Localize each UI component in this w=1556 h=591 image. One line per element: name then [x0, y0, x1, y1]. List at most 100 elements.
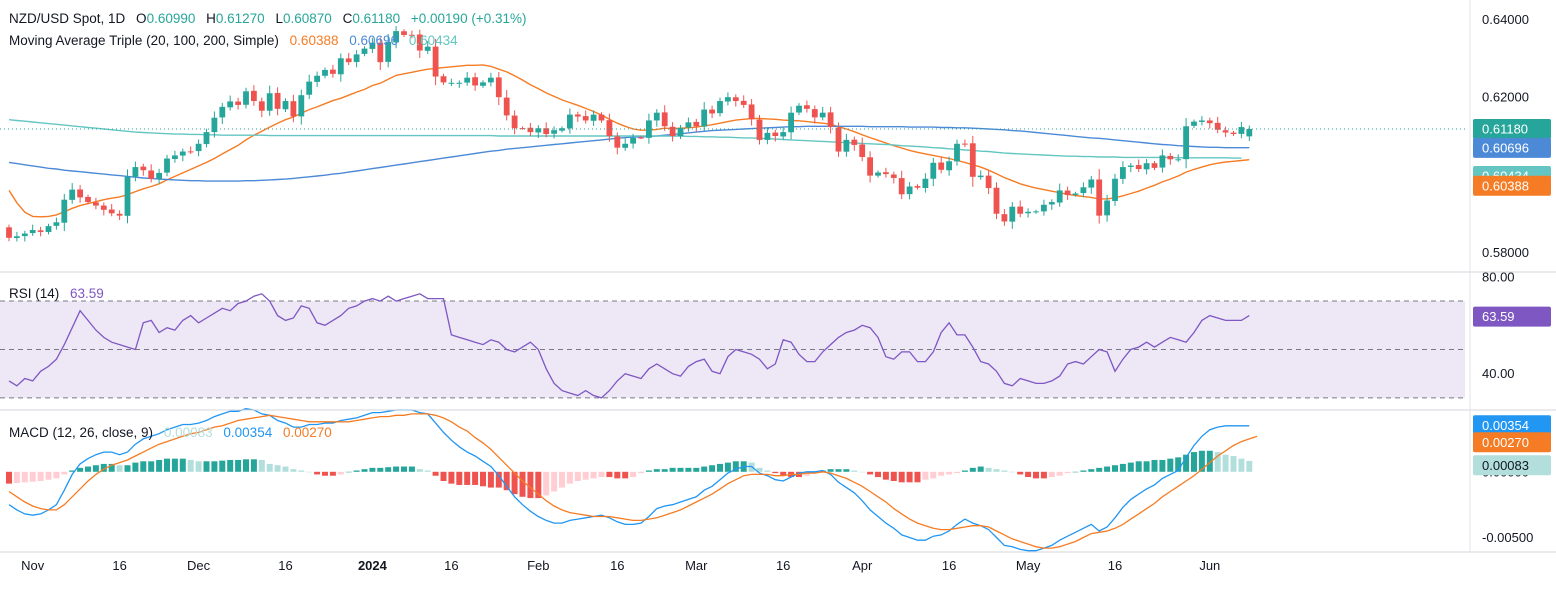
- time-scale[interactable]: Nov 16 Dec 16 2024 16 Feb 16 Mar 16 Apr 16 May 16 Jun: [21, 558, 1220, 573]
- candle: [811, 105, 818, 124]
- candle-body: [156, 172, 162, 179]
- candle: [851, 136, 858, 151]
- candle: [567, 108, 573, 134]
- last-price-badge-text: 0.61180: [1482, 122, 1528, 137]
- macd-hist-bar: [495, 471, 502, 488]
- candle-body: [503, 97, 510, 116]
- candle-body: [756, 119, 763, 140]
- macd-hist-bar: [661, 469, 668, 472]
- time-label: 2024: [358, 558, 388, 573]
- macd-hist-bar: [464, 471, 471, 485]
- candle: [669, 122, 676, 142]
- macd-badge-text: 0.00354: [1482, 418, 1529, 433]
- macd-hist-bar: [290, 469, 297, 472]
- macd-hist-bar: [353, 470, 360, 472]
- candle: [764, 127, 771, 145]
- candle: [1127, 162, 1134, 173]
- candle: [21, 230, 28, 242]
- candle-body: [748, 104, 755, 120]
- candle-body: [1064, 190, 1071, 196]
- candle: [543, 122, 550, 138]
- macd-hist-bar: [274, 465, 281, 472]
- candle-body: [543, 128, 550, 135]
- macd-hist-bar: [1214, 452, 1221, 472]
- candlesticks: [0, 26, 1465, 242]
- candle: [1214, 116, 1221, 134]
- candle: [914, 184, 921, 190]
- candle-body: [148, 170, 155, 179]
- candle: [574, 111, 581, 122]
- candle: [108, 203, 115, 217]
- rsi-legend[interactable]: RSI (14) 63.59: [9, 286, 104, 301]
- candle-body: [677, 127, 684, 137]
- candle-body: [488, 77, 494, 83]
- ma20-badge: 0.60388: [1473, 175, 1551, 196]
- panel-separators: [0, 0, 1556, 553]
- candle-body: [393, 31, 399, 43]
- macd-hist-bar: [993, 469, 1000, 472]
- rsi-series-line: [8, 293, 1250, 399]
- close-label: C: [343, 11, 353, 26]
- macd-hist-bar: [329, 471, 336, 476]
- price-legend[interactable]: NZD/USD Spot, 1D O0.60990 H0.61270 L0.60…: [9, 11, 526, 48]
- macd-hist-bar: [638, 471, 644, 474]
- candle-body: [582, 116, 589, 121]
- candle-body: [954, 143, 960, 162]
- macd-hist-bar: [243, 459, 249, 472]
- candle-body: [606, 120, 613, 136]
- macd-hist-bar: [369, 467, 376, 472]
- time-label: 16: [942, 558, 956, 573]
- macd-hist-bar: [85, 466, 91, 472]
- candle: [725, 92, 731, 106]
- macd-hist-bar: [1112, 465, 1118, 472]
- macd-hist-bar: [1088, 469, 1095, 472]
- candle-body: [772, 132, 779, 136]
- candle-body: [6, 227, 12, 238]
- macd-hist-bar: [898, 471, 905, 483]
- rsi-badge: 63.59: [1473, 306, 1551, 327]
- candle-body: [827, 112, 834, 128]
- svg-text:RSI (14) 63.59: RSI (14) 63.59: [9, 286, 104, 301]
- candle-body: [1246, 129, 1253, 137]
- macd-badge: 0.00354: [1473, 415, 1551, 436]
- macd-hist-bar: [448, 471, 455, 484]
- ma20-badge-bg: [1473, 175, 1551, 196]
- time-label: 16: [278, 558, 292, 573]
- hist-badge-text: 0.00083: [1482, 458, 1529, 473]
- macd-hist-bar: [1206, 450, 1213, 472]
- candle-body: [788, 112, 794, 133]
- macd-legend[interactable]: MACD (12, 26, close, 9) 0.00083 0.00354 …: [9, 425, 332, 440]
- macd-hist-bar: [258, 459, 265, 472]
- candle-body: [37, 230, 44, 232]
- candle-body: [669, 126, 676, 136]
- macd-hist-bar: [211, 461, 218, 472]
- macd-hist-bar: [393, 466, 400, 472]
- macd-hist-bar: [108, 463, 115, 472]
- macd-hist-bar: [1143, 461, 1150, 472]
- candle-body: [100, 205, 107, 210]
- candle: [693, 118, 700, 132]
- candle-body: [914, 186, 921, 188]
- candle: [488, 72, 494, 87]
- macd-hist-bar: [835, 469, 842, 472]
- candle: [1175, 154, 1182, 162]
- macd-hist-bar: [717, 463, 723, 472]
- candle-body: [590, 114, 597, 121]
- candle-body: [45, 226, 52, 232]
- macd-hist-bar: [416, 469, 423, 472]
- candle: [353, 49, 360, 68]
- low-value: 0.60870: [283, 11, 332, 26]
- candle: [148, 164, 155, 183]
- candle-body: [85, 196, 91, 203]
- candle-body: [409, 34, 415, 36]
- candle: [962, 139, 968, 148]
- candle-body: [1001, 214, 1008, 222]
- candle: [1104, 195, 1110, 222]
- candle-body: [567, 114, 573, 129]
- candle-body: [740, 100, 747, 105]
- candle: [314, 71, 320, 87]
- macd-hist-bar: [1009, 471, 1016, 473]
- candle: [203, 128, 210, 148]
- ma100-line: [8, 125, 1250, 182]
